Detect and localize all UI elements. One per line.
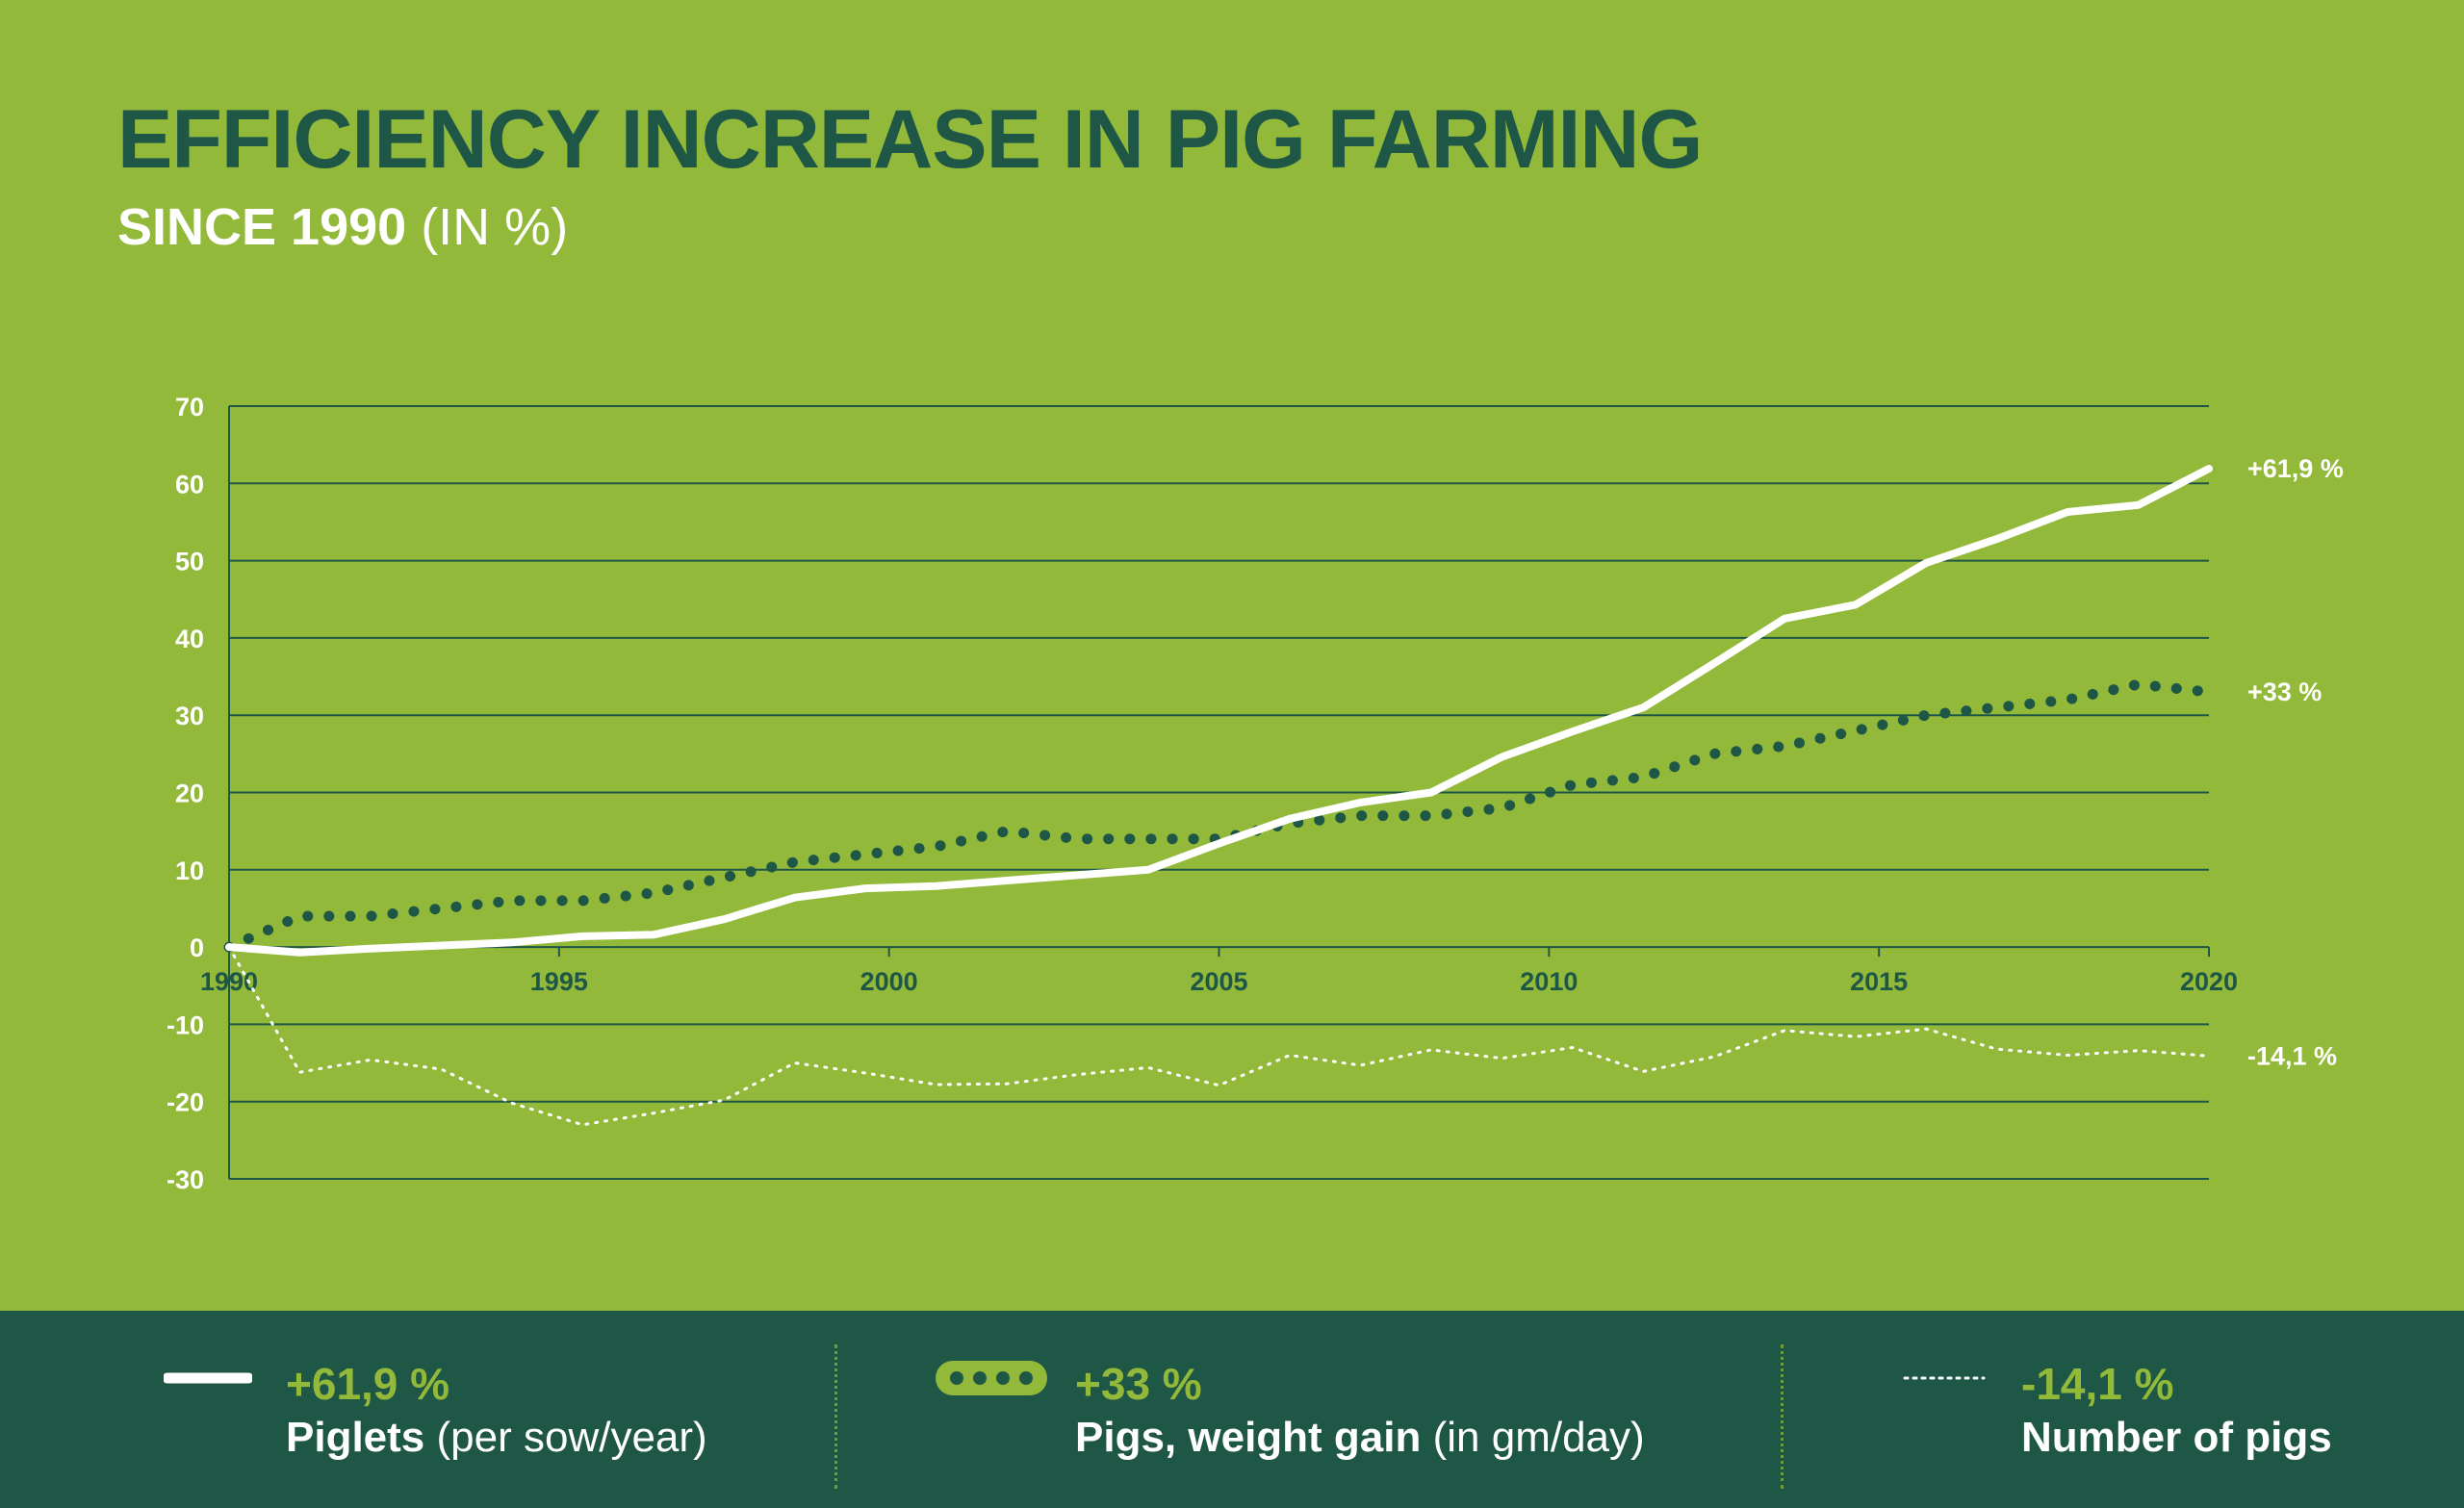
legend-label-unit: (per sow/year) xyxy=(436,1414,707,1461)
legend-divider xyxy=(834,1344,837,1489)
legend-value: -14,1 % xyxy=(2021,1359,2174,1409)
y-tick-label: 10 xyxy=(175,856,204,885)
series-line-thin-dotted-white xyxy=(227,945,2211,1127)
x-tick-label: 1995 xyxy=(530,967,588,996)
legend-item-piglets: +61,9 % Piglets (per sow/year) xyxy=(286,1357,707,1465)
legend-item-weight-gain: +33 % Pigs, weight gain (in gm/day) xyxy=(1075,1357,1645,1465)
legend-value: +61,9 % xyxy=(286,1359,450,1409)
legend-label-unit: (in gm/day) xyxy=(1432,1414,1645,1461)
y-tick-label: -10 xyxy=(167,1010,204,1039)
legend-value: +33 % xyxy=(1075,1359,1202,1409)
thin-dotted-line-swatch xyxy=(1903,1376,1986,1380)
x-tick-label: 2020 xyxy=(2180,967,2238,996)
series-end-label: +33 % xyxy=(2247,677,2322,706)
y-tick-label: 70 xyxy=(175,393,204,422)
dotted-line-swatch xyxy=(936,1361,1047,1395)
legend-footer: +61,9 % Piglets (per sow/year) +33 % Pig… xyxy=(0,1311,2464,1508)
subtitle-unit: (IN %) xyxy=(421,198,569,256)
series-line-solid-white xyxy=(225,465,2213,957)
legend-label: Number of pigs xyxy=(2021,1411,2332,1465)
y-tick-label: 30 xyxy=(175,702,204,730)
series-line-dotted-dark xyxy=(223,678,2215,953)
chart-subtitle: SINCE 1990 (IN %) xyxy=(117,197,568,257)
series-end-label: +61,9 % xyxy=(2247,454,2344,483)
y-tick-label: 50 xyxy=(175,548,204,576)
legend-item-number-of-pigs: -14,1 % Number of pigs xyxy=(2021,1357,2332,1465)
legend-label-bold: Number of pigs xyxy=(2021,1414,2332,1461)
subtitle-bold: SINCE 1990 xyxy=(117,198,407,256)
y-tick-label: 60 xyxy=(175,470,204,498)
x-tick-label: 2000 xyxy=(860,967,918,996)
legend-divider xyxy=(1781,1344,1784,1489)
legend-label-bold: Piglets xyxy=(286,1414,425,1461)
solid-line-swatch xyxy=(164,1372,252,1384)
x-tick-label: 2005 xyxy=(1190,967,1247,996)
legend-label: Piglets (per sow/year) xyxy=(286,1411,707,1465)
series-end-label: -14,1 % xyxy=(2247,1041,2337,1070)
x-tick-label: 2010 xyxy=(1520,967,1578,996)
y-tick-label: -20 xyxy=(167,1088,204,1117)
chart-title: EFFICIENCY INCREASE IN PIG FARMING xyxy=(117,93,1703,186)
x-tick-label: 2015 xyxy=(1850,967,1908,996)
y-tick-label: 40 xyxy=(175,625,204,653)
legend-label: Pigs, weight gain (in gm/day) xyxy=(1075,1411,1645,1465)
y-tick-label: 20 xyxy=(175,780,204,808)
y-tick-label: -30 xyxy=(167,1165,204,1194)
legend-label-bold: Pigs, weight gain xyxy=(1075,1414,1422,1461)
y-tick-label: 0 xyxy=(190,933,204,962)
